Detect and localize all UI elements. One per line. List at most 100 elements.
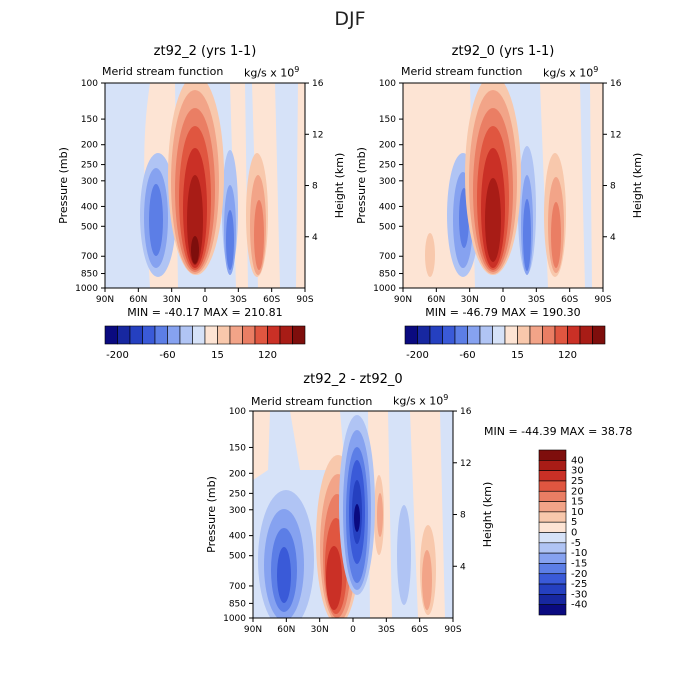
colorbar-1-swatch xyxy=(179,325,193,345)
panel-1-lat-tick-label: 0 xyxy=(202,295,208,305)
panel-2-lat-tick-label: 30N xyxy=(461,295,479,305)
colorbar-2-swatch xyxy=(492,325,506,345)
colorbar-3-label: -30 xyxy=(571,589,587,600)
panel-2-pressure-tick-label: 1000 xyxy=(373,284,396,294)
panel-3-pressure-tick-label: 250 xyxy=(229,489,246,499)
colorbar-3-swatch xyxy=(538,604,567,616)
panel-3-height-axis-label: Height (km) xyxy=(481,482,494,548)
colorbar-2-label: 15 xyxy=(511,350,524,361)
colorbar-2-label: -200 xyxy=(406,350,429,361)
panel-1-pressure-tick-label: 400 xyxy=(81,202,98,212)
colorbar-3-label: 40 xyxy=(571,455,584,466)
panel-1-title: zt92_2 (yrs 1-1) xyxy=(153,44,257,59)
panel-2-lat-tick-label: 60S xyxy=(561,295,578,305)
colorbar-2-swatch xyxy=(429,325,443,345)
panel-3-pressure-axis-label: Pressure (mb) xyxy=(205,476,218,553)
panel-3-lat-tick-label: 0 xyxy=(350,625,356,635)
panel-2-title: zt92_0 (yrs 1-1) xyxy=(451,44,555,59)
panel-3-pressure-tick-label: 850 xyxy=(229,599,246,609)
panel-2-height-tick-label: 16 xyxy=(610,79,622,89)
panel-2-height-axis-label: Height (km) xyxy=(631,153,644,219)
panel-1-pressure-tick-label: 100 xyxy=(81,79,98,89)
colorbar-1-swatch xyxy=(229,325,243,345)
panel-3-pressure-tick-label: 400 xyxy=(229,532,246,542)
figure-suptitle: DJF xyxy=(334,8,366,30)
panel-1-pressure-tick-label: 250 xyxy=(81,161,98,171)
colorbar-2-label: 120 xyxy=(558,350,577,361)
panel-3-units: kg/s x 109 xyxy=(393,393,449,408)
panel-1-pressure-tick-label: 700 xyxy=(81,252,98,262)
colorbar-1-swatch xyxy=(192,325,206,345)
panel-3-pressure-tick-label: 500 xyxy=(229,552,246,562)
panel-1-pressure-tick-label: 850 xyxy=(81,270,98,280)
panel-1-left-label: Merid stream function xyxy=(102,65,224,78)
colorbar-2-swatch xyxy=(454,325,468,345)
panel-3-pressure-tick-label: 300 xyxy=(229,506,246,516)
colorbar-3-label: 30 xyxy=(571,466,584,477)
colorbar-1-swatch xyxy=(142,325,156,345)
colorbar-1-label: -60 xyxy=(159,350,175,361)
panel-3-pressure-tick-label: 700 xyxy=(229,582,246,592)
panel-3-title: zt92_2 - zt92_0 xyxy=(303,372,403,387)
panel-1-units: kg/s x 109 xyxy=(244,65,300,80)
panel-2-lat-tick-label: 0 xyxy=(500,295,506,305)
panel-2-pressure-tick-label: 100 xyxy=(379,79,396,89)
colorbar-3-swatch xyxy=(538,490,567,502)
colorbar-1-swatch xyxy=(204,325,218,345)
colorbar-3-swatch xyxy=(538,594,567,605)
colorbar-2-swatch xyxy=(554,325,568,345)
panel-1-lat-tick-label: 60N xyxy=(129,295,147,305)
panel-3-plot xyxy=(253,411,453,618)
panel-1-minmax: MIN = -40.17 MAX = 210.81 xyxy=(127,306,283,319)
panel-2-lat-tick-label: 60N xyxy=(427,295,445,305)
colorbar-1-swatch xyxy=(117,325,131,345)
panel-2-pressure-tick-label: 300 xyxy=(379,177,396,187)
panel-3-height-tick-label: 16 xyxy=(460,407,472,417)
colorbar-2-swatch xyxy=(592,325,606,345)
colorbar-3-swatch xyxy=(538,532,567,544)
panel-2-lat-tick-label: 90N xyxy=(394,295,412,305)
panel-3-pressure-tick-label: 100 xyxy=(229,407,246,417)
colorbar-3-swatch xyxy=(538,449,567,461)
panel-1-lat-tick-label: 60S xyxy=(263,295,280,305)
panel-1-pressure-tick-label: 300 xyxy=(81,177,98,187)
colorbar-3-label: 5 xyxy=(571,517,577,528)
panel-1-pressure-tick-label: 1000 xyxy=(75,284,98,294)
colorbar-3-label: 20 xyxy=(571,486,584,497)
panel-2-height-tick-label: 8 xyxy=(610,182,616,192)
colorbar-2-swatch xyxy=(579,325,593,345)
panel-1-height-axis-label: Height (km) xyxy=(333,153,346,219)
colorbar-3-label: -5 xyxy=(571,538,581,549)
panel-2-pressure-tick-label: 200 xyxy=(379,141,396,151)
colorbar-2-swatch xyxy=(542,325,556,345)
panel-2-units: kg/s x 109 xyxy=(543,65,599,80)
panel-2-pressure-tick-label: 150 xyxy=(379,115,396,125)
colorbar-3-swatch xyxy=(538,552,567,564)
colorbar-2-swatch xyxy=(517,325,531,345)
panel-2-left-label: Merid stream function xyxy=(401,65,523,78)
colorbar-1-swatch xyxy=(104,325,118,345)
panel-1-height-tick-label: 12 xyxy=(312,130,323,140)
colorbar-3-swatch xyxy=(538,573,567,585)
colorbar-3-swatch xyxy=(538,480,567,492)
colorbar-3-label: 25 xyxy=(571,476,584,487)
colorbar-2-swatch xyxy=(479,325,493,345)
panel-2-pressure-tick-label: 850 xyxy=(379,270,396,280)
panel-3-lat-tick-label: 60S xyxy=(411,625,428,635)
colorbar-3-swatch xyxy=(538,583,567,595)
panel-3-height-tick-label: 8 xyxy=(460,511,466,521)
panel-3-minmax: MIN = -44.39 MAX = 38.78 xyxy=(484,425,633,438)
colorbar-2-swatch xyxy=(442,325,456,345)
panel-1-lat-tick-label: 90S xyxy=(296,295,313,305)
colorbar-3-label: -20 xyxy=(571,569,587,580)
panel-3-lat-tick-label: 60N xyxy=(277,625,295,635)
colorbar-1-swatch xyxy=(279,325,293,345)
colorbar-2-swatch xyxy=(467,325,481,345)
colorbar-3-label: 10 xyxy=(571,507,584,518)
panel-1-pressure-tick-label: 500 xyxy=(81,222,98,232)
panel-3-pressure-tick-label: 1000 xyxy=(223,614,246,624)
colorbar-3-label: -25 xyxy=(571,579,587,590)
panel-2-lat-tick-label: 90S xyxy=(594,295,611,305)
colorbar-2-swatch xyxy=(529,325,543,345)
